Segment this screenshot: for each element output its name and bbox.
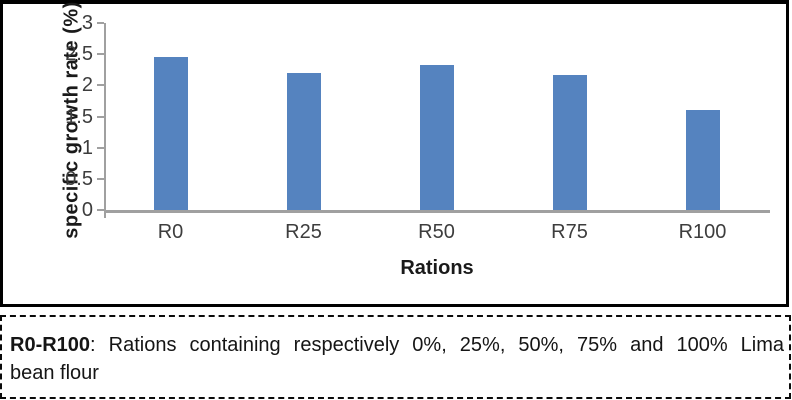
y-tick-mark bbox=[97, 177, 104, 180]
y-tick-mark bbox=[97, 209, 104, 211]
y-tick-mark bbox=[97, 22, 104, 24]
y-tick-label: 0.5 bbox=[65, 167, 93, 190]
y-tick-label: 3 bbox=[81, 12, 93, 34]
x-tick-label: R50 bbox=[418, 221, 455, 243]
x-tick-label: R100 bbox=[678, 221, 727, 243]
y-tick-label: 2 bbox=[81, 74, 93, 97]
x-tick-label: R75 bbox=[551, 221, 588, 243]
y-tick-label: 0 bbox=[81, 199, 93, 221]
bar bbox=[552, 75, 587, 210]
y-tick-label: 1.5 bbox=[65, 105, 93, 128]
y-tick-mark bbox=[97, 53, 104, 56]
x-axis-origin-tick bbox=[104, 213, 106, 218]
y-tick-label: 1 bbox=[81, 136, 93, 159]
y-tick-mark bbox=[97, 115, 104, 118]
y-axis-line bbox=[104, 23, 106, 211]
chart-panel: specific growth rate (%) Rations 0 0.5 1 1.… bbox=[0, 0, 789, 307]
bar bbox=[685, 110, 720, 210]
x-axis-title: Rations bbox=[400, 257, 474, 279]
caption-line-2: bean flour bbox=[10, 362, 99, 384]
y-tick-mark bbox=[97, 146, 104, 149]
bar bbox=[286, 73, 321, 210]
bar bbox=[419, 65, 454, 210]
y-tick-mark bbox=[97, 84, 104, 87]
plot-area: specific growth rate (%) Rations 0 0.5 1 1.… bbox=[3, 1, 786, 304]
figure-caption-box: R0-R100: Rations containing respectively… bbox=[0, 315, 791, 399]
caption-line-1: R0-R100: Rations containing respectively… bbox=[10, 332, 784, 360]
y-tick-label: 2.5 bbox=[65, 43, 93, 66]
caption-term: R0-R100 bbox=[10, 334, 91, 356]
caption-line1-text: : Rations containing respectively 0%, 25… bbox=[90, 334, 784, 356]
x-tick-label: R0 bbox=[157, 221, 184, 243]
bar bbox=[153, 57, 188, 210]
x-tick-label: R25 bbox=[285, 221, 322, 243]
x-axis-line bbox=[104, 210, 770, 213]
